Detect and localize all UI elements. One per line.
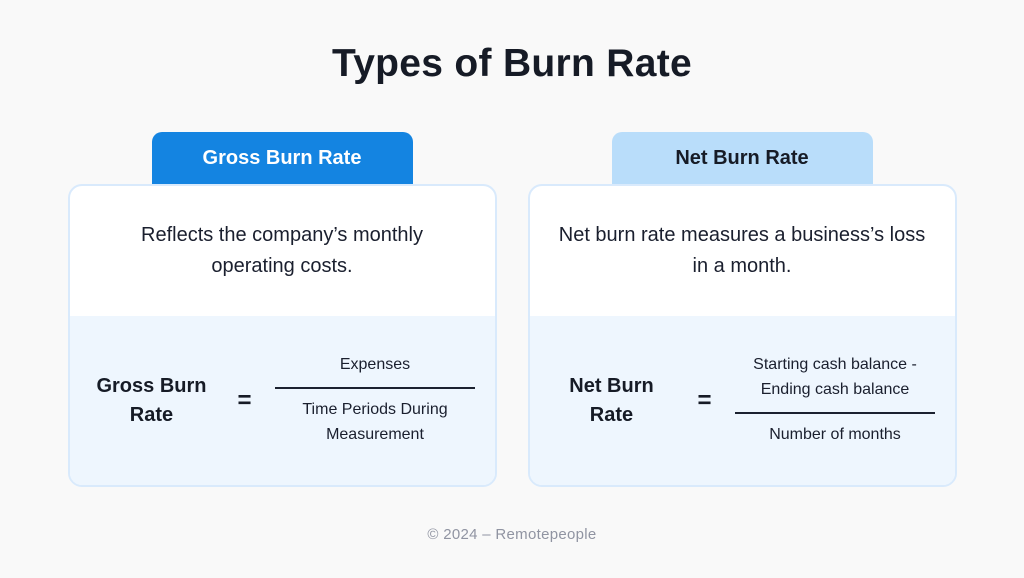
net-burn-rate-card: Net burn rate measures a business’s loss… <box>527 184 957 487</box>
net-fraction-numerator: Starting cash balance - Ending cash bala… <box>753 356 917 399</box>
gross-fraction-numerator: Expenses <box>339 356 411 374</box>
gross-burn-rate-card: Reflects the company’s monthly operating… <box>67 184 497 487</box>
gross-fraction: Expenses Time Periods During Measurement <box>273 353 478 447</box>
page-title: Types of Burn Rate <box>331 42 693 85</box>
gross-formula-section: Gross Burn Rate = Expenses Time Periods … <box>69 316 495 485</box>
gross-fraction-denominator: Time Periods During Measurement <box>302 401 448 443</box>
gross-burn-rate-header: Gross Burn Rate <box>151 132 413 184</box>
net-fraction: Starting cash balance - Ending cash bala… <box>733 353 938 447</box>
cards-row: Gross Burn Rate Reflects the company’s m… <box>0 132 1024 487</box>
gross-equals-sign: = <box>237 386 252 414</box>
gross-burn-rate-header-label: Gross Burn Rate <box>202 146 362 169</box>
gross-fraction-line <box>275 387 475 390</box>
net-formula-label: Net Burn Rate <box>569 374 654 426</box>
net-burn-rate-header: Net Burn Rate <box>611 132 873 184</box>
net-equals-sign: = <box>697 386 712 414</box>
copyright-footer: © 2024 – Remotepeople <box>427 526 597 543</box>
net-description-section: Net burn rate measures a business’s loss… <box>530 186 955 316</box>
net-fraction-denominator: Number of months <box>769 425 901 443</box>
gross-burn-rate-column: Gross Burn Rate Reflects the company’s m… <box>67 132 497 487</box>
net-burn-rate-column: Net Burn Rate Net burn rate measures a b… <box>527 132 957 487</box>
gross-description-text: Reflects the company’s monthly operating… <box>141 224 423 277</box>
gross-formula-label: Gross Burn Rate <box>96 374 207 426</box>
net-formula-section: Net Burn Rate = Starting cash balance - … <box>529 316 955 485</box>
gross-description-section: Reflects the company’s monthly operating… <box>70 186 495 316</box>
net-description-text: Net burn rate measures a business’s loss… <box>558 224 926 277</box>
net-burn-rate-header-label: Net Burn Rate <box>675 146 809 169</box>
net-fraction-line <box>735 411 935 414</box>
